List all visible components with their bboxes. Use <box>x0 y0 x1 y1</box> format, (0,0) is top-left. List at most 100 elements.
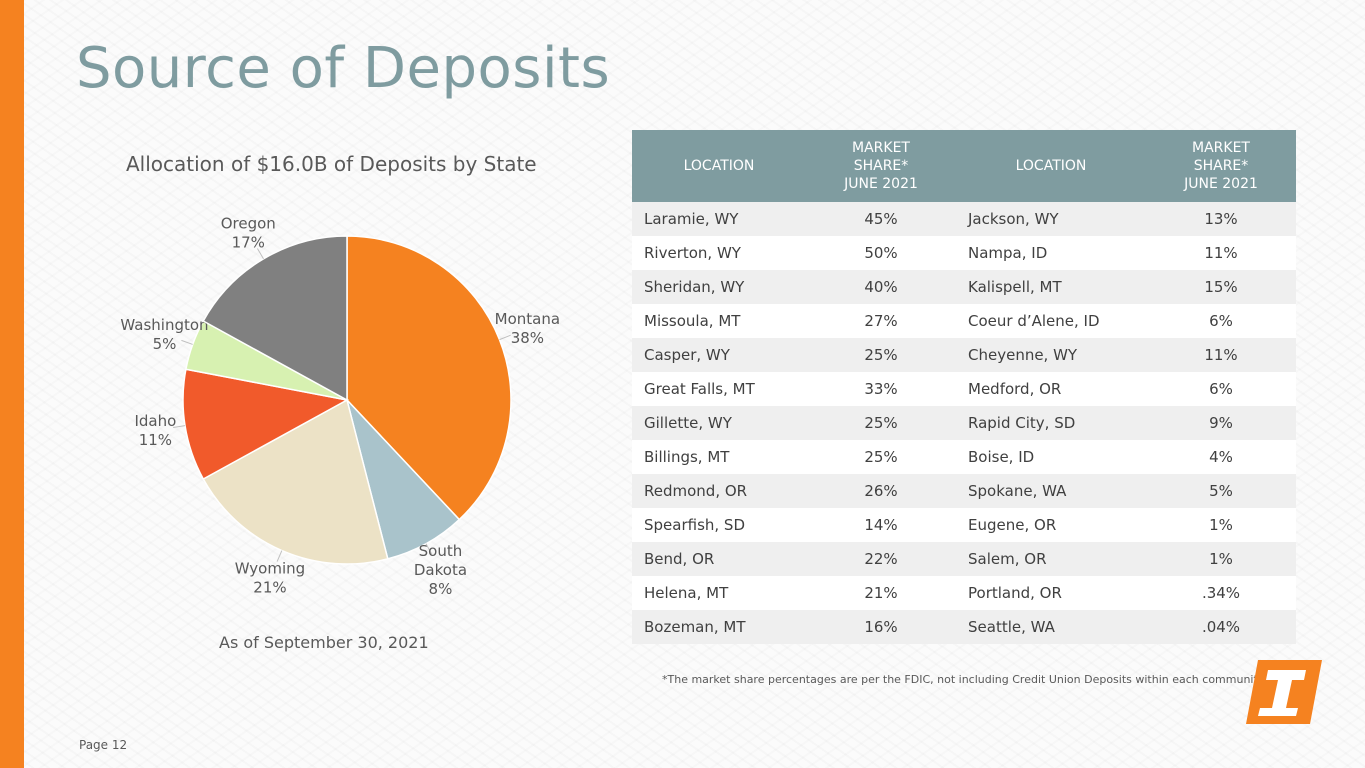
as-of-date: As of September 30, 2021 <box>219 633 429 652</box>
location-cell: Bozeman, MT <box>632 610 806 644</box>
share-cell: 1% <box>1146 542 1296 576</box>
table-row: Missoula, MT 27% Coeur d’Alene, ID 6% <box>632 304 1296 338</box>
location-cell: Salem, OR <box>956 542 1146 576</box>
location-cell: Cheyenne, WY <box>956 338 1146 372</box>
leader-line <box>181 339 193 345</box>
slice-label-washington: Washington <box>120 316 208 334</box>
share-cell: 16% <box>806 610 956 644</box>
share-cell: 14% <box>806 508 956 542</box>
slice-value-oregon: 17% <box>232 234 265 252</box>
pie-slice-oregon <box>202 235 348 402</box>
location-cell: Bend, OR <box>632 542 806 576</box>
share-cell: 1% <box>1146 508 1296 542</box>
table-row: Spearfish, SD 14% Eugene, OR 1% <box>632 508 1296 542</box>
share-cell: .04% <box>1146 610 1296 644</box>
footnote: *The market share percentages are per th… <box>662 673 1267 686</box>
share-cell: 33% <box>806 372 956 406</box>
location-cell: Riverton, WY <box>632 236 806 270</box>
table-row: Great Falls, MT 33% Medford, OR 6% <box>632 372 1296 406</box>
brand-logo-icon <box>1246 660 1322 724</box>
header-share-line2: SHARE* <box>853 158 909 174</box>
header-share-line3: JUNE 2021 <box>1184 176 1258 192</box>
location-cell: Great Falls, MT <box>632 372 806 406</box>
share-cell: 6% <box>1146 304 1296 338</box>
slice-label-montana: Montana <box>495 310 560 328</box>
leader-line <box>256 248 264 260</box>
location-cell: Laramie, WY <box>632 202 806 236</box>
header-share-line3: JUNE 2021 <box>844 176 918 192</box>
share-cell: 15% <box>1146 270 1296 304</box>
header-location: LOCATION <box>632 130 806 202</box>
header-share-line1: MARKET <box>1192 140 1250 156</box>
share-cell: 11% <box>1146 338 1296 372</box>
location-cell: Billings, MT <box>632 440 806 474</box>
slice-value-idaho: 11% <box>139 431 172 449</box>
slice-value-south-dakota: 8% <box>429 580 453 598</box>
location-cell: Coeur d’Alene, ID <box>956 304 1146 338</box>
table-row: Billings, MT 25% Boise, ID 4% <box>632 440 1296 474</box>
share-cell: 22% <box>806 542 956 576</box>
location-cell: Missoula, MT <box>632 304 806 338</box>
share-cell: 25% <box>806 338 956 372</box>
pie-slice-idaho <box>182 368 350 481</box>
header-market-share: MARKET SHARE* JUNE 2021 <box>1146 130 1296 202</box>
accent-bar <box>0 0 24 768</box>
location-cell: Nampa, ID <box>956 236 1146 270</box>
share-cell: 6% <box>1146 372 1296 406</box>
share-cell: 50% <box>806 236 956 270</box>
share-cell: 11% <box>1146 236 1296 270</box>
leader-line <box>276 550 283 562</box>
table-row: Riverton, WY 50% Nampa, ID 11% <box>632 236 1296 270</box>
share-cell: 4% <box>1146 440 1296 474</box>
share-cell: 45% <box>806 202 956 236</box>
share-cell: 25% <box>806 406 956 440</box>
pie-slice-montana <box>346 235 512 521</box>
table-row: Bend, OR 22% Salem, OR 1% <box>632 542 1296 576</box>
slice-value-montana: 38% <box>511 329 544 347</box>
leader-line <box>499 334 511 341</box>
location-cell: Seattle, WA <box>956 610 1146 644</box>
location-cell: Boise, ID <box>956 440 1146 474</box>
location-cell: Kalispell, MT <box>956 270 1146 304</box>
location-cell: Casper, WY <box>632 338 806 372</box>
location-cell: Redmond, OR <box>632 474 806 508</box>
location-cell: Gillette, WY <box>632 406 806 440</box>
slice-label-idaho: Idaho <box>134 412 176 430</box>
share-cell: .34% <box>1146 576 1296 610</box>
slice-label-wyoming: Wyoming <box>235 560 305 578</box>
location-cell: Portland, OR <box>956 576 1146 610</box>
slice-value-wyoming: 21% <box>253 579 286 597</box>
share-cell: 21% <box>806 576 956 610</box>
header-market-share: MARKET SHARE* JUNE 2021 <box>806 130 956 202</box>
table-header-row: LOCATION MARKET SHARE* JUNE 2021 LOCATIO… <box>632 130 1296 202</box>
share-cell: 25% <box>806 440 956 474</box>
table-row: Sheridan, WY 40% Kalispell, MT 15% <box>632 270 1296 304</box>
leader-line <box>173 425 186 429</box>
share-cell: 9% <box>1146 406 1296 440</box>
location-cell: Spokane, WA <box>956 474 1146 508</box>
slice-label-oregon: Oregon <box>221 215 276 233</box>
page-title: Source of Deposits <box>76 36 611 101</box>
share-cell: 13% <box>1146 202 1296 236</box>
share-cell: 26% <box>806 474 956 508</box>
location-cell: Medford, OR <box>956 372 1146 406</box>
table-row: Casper, WY 25% Cheyenne, WY 11% <box>632 338 1296 372</box>
slice-label-south-dakota: Dakota <box>414 561 467 579</box>
share-cell: 40% <box>806 270 956 304</box>
leader-line <box>425 543 433 555</box>
table-row: Laramie, WY 45% Jackson, WY 13% <box>632 202 1296 236</box>
header-location: LOCATION <box>956 130 1146 202</box>
location-cell: Spearfish, SD <box>632 508 806 542</box>
share-cell: 27% <box>806 304 956 338</box>
pie-slice-wyoming <box>202 398 389 565</box>
location-cell: Rapid City, SD <box>956 406 1146 440</box>
header-share-line1: MARKET <box>852 140 910 156</box>
chart-title: Allocation of $16.0B of Deposits by Stat… <box>126 152 537 176</box>
location-cell: Jackson, WY <box>956 202 1146 236</box>
table-row: Redmond, OR 26% Spokane, WA 5% <box>632 474 1296 508</box>
location-cell: Eugene, OR <box>956 508 1146 542</box>
share-cell: 5% <box>1146 474 1296 508</box>
market-share-table: LOCATION MARKET SHARE* JUNE 2021 LOCATIO… <box>632 130 1296 644</box>
table-row: Gillette, WY 25% Rapid City, SD 9% <box>632 406 1296 440</box>
